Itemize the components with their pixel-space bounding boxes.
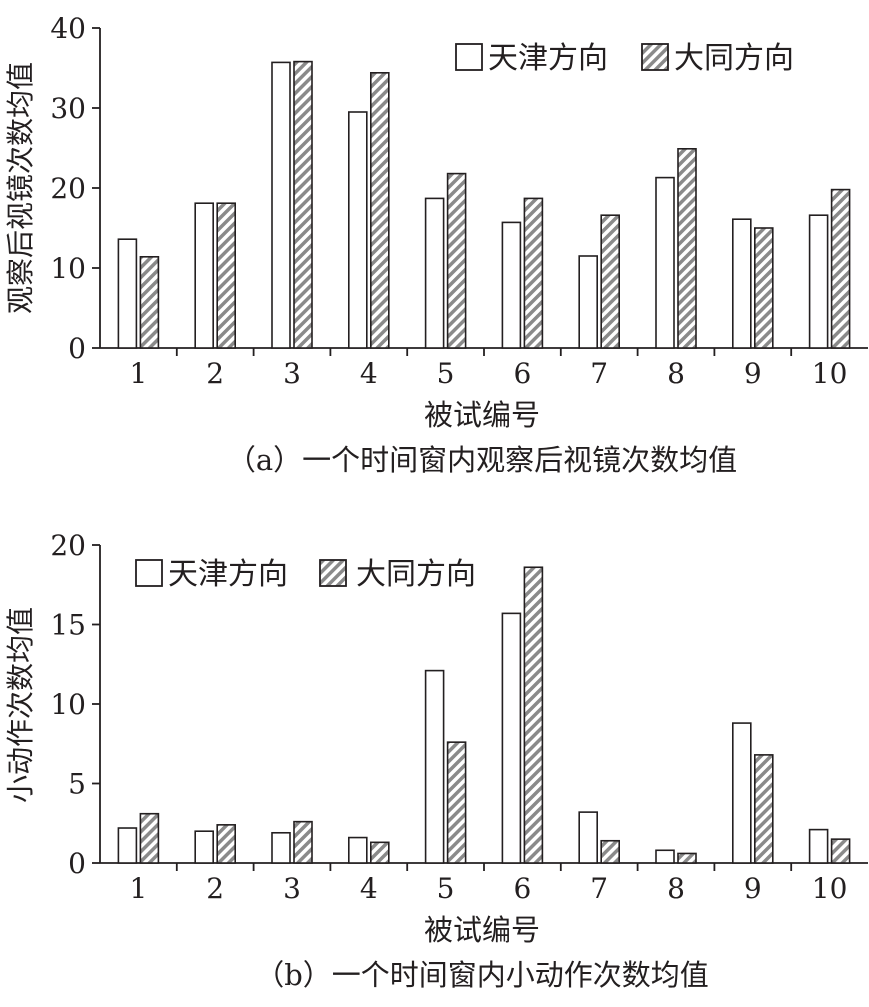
chart-b-bar-tianjin-3 <box>271 831 291 864</box>
chart-b-bar-datong-2 <box>216 824 236 864</box>
chart-a: 0 10 20 30 40 1 2 3 4 5 6 7 8 9 10 天津方向 大同方向 观察后视镜次数均值… <box>4 12 868 477</box>
chart-b-x-tick-label: 10 <box>812 872 848 905</box>
chart-a-y-tick-label: 30 <box>50 92 86 125</box>
chart-b-ylabel: 小动作次数均值 <box>4 607 37 803</box>
chart-b-bar-datong-3 <box>293 820 313 864</box>
chart-b-x-tick-label: 3 <box>283 872 301 905</box>
chart-a-grid-layer: 0 10 20 30 40 1 2 3 4 5 6 7 8 9 10 <box>50 12 868 390</box>
chart-a-bar-datong-8 <box>677 148 697 349</box>
legend-b-swatch-tianjin <box>135 559 163 587</box>
chart-b-bar-tianjin-9 <box>731 722 752 864</box>
chart-b-bar-tianjin-1 <box>117 827 138 864</box>
chart-b-bar-tianjin-7 <box>578 811 599 864</box>
chart-a-ylabel: 观察后视镜次数均值 <box>4 62 37 314</box>
chart-b-bar-datong-1 <box>139 812 160 864</box>
legend-b-swatch-datong <box>319 559 347 587</box>
chart-a-bar-datong-2 <box>216 202 236 349</box>
chart-a-caption: （a）一个时间窗内观察后视镜次数均值 <box>227 443 737 477</box>
chart-b-x-tick-label: 9 <box>744 872 762 905</box>
chart-b-y-tick-label: 15 <box>50 609 86 642</box>
chart-b-bar-tianjin-6 <box>501 612 522 864</box>
chart-a-y-tick-label: 20 <box>50 172 86 205</box>
chart-a-x-tick-label: 7 <box>590 357 608 390</box>
chart-a-bar-tianjin-7 <box>578 255 599 349</box>
chart-b-xlabel: 被试编号 <box>424 913 540 947</box>
chart-a-bar-tianjin-2 <box>194 202 214 349</box>
chart-b-bar-tianjin-10 <box>808 828 829 864</box>
chart-b-caption: （b）一个时间窗内小动作次数均值 <box>255 958 709 992</box>
chart-b-y-tick-label: 20 <box>50 529 86 562</box>
legend-a-swatch-tianjin <box>455 43 483 71</box>
chart-a-bar-tianjin-5 <box>424 197 445 349</box>
chart-a-x-tick-label: 4 <box>360 357 378 390</box>
legend-a-swatch-datong <box>641 43 669 71</box>
chart-b-bars <box>117 566 851 864</box>
chart-b-x-tick-label: 5 <box>437 872 455 905</box>
chart-b-legend: 天津方向 大同方向 <box>135 557 476 592</box>
chart-a-bar-tianjin-10 <box>808 214 829 349</box>
chart-a-x-tick-label: 9 <box>744 357 762 390</box>
chart-b-bar-datong-7 <box>600 839 621 864</box>
chart-b-bar-datong-6 <box>523 566 544 864</box>
chart-a-x-tick-label: 1 <box>129 357 147 390</box>
chart-b-y-tick-label: 0 <box>68 847 86 880</box>
chart-a-bar-datong-1 <box>139 255 160 349</box>
chart-a-bar-tianjin-4 <box>347 111 368 349</box>
chart-b-x-tick-label: 8 <box>667 872 685 905</box>
chart-a-bar-tianjin-8 <box>655 176 675 349</box>
chart-b-y-tick-label: 10 <box>50 688 86 721</box>
chart-b: 0 5 10 15 20 1 2 3 4 5 6 7 8 9 10 天津方向 大同方向 小动作次数均值 被试… <box>4 529 868 992</box>
chart-a-bar-datong-7 <box>600 214 621 349</box>
chart-a-bar-datong-6 <box>523 197 544 349</box>
chart-a-bar-tianjin-3 <box>271 61 291 349</box>
chart-a-x-tick-label: 10 <box>812 357 848 390</box>
chart-a-bar-datong-9 <box>753 227 774 349</box>
legend-b-label-datong: 大同方向 <box>356 557 476 592</box>
chart-b-bar-datong-8 <box>677 852 697 864</box>
chart-b-bar-datong-10 <box>830 838 851 864</box>
chart-a-bar-datong-4 <box>369 72 390 349</box>
chart-a-bar-datong-5 <box>446 172 467 349</box>
chart-b-bar-tianjin-4 <box>347 836 368 864</box>
chart-a-x-tick-label: 6 <box>513 357 531 390</box>
chart-a-bar-tianjin-6 <box>501 221 522 349</box>
chart-b-x-tick-label: 2 <box>206 872 224 905</box>
chart-a-y-tick-label: 0 <box>68 332 86 365</box>
chart-b-bar-datong-9 <box>753 754 774 864</box>
chart-b-y-tick-label: 5 <box>68 768 86 801</box>
chart-a-legend: 天津方向 大同方向 <box>455 41 794 76</box>
legend-a-label-datong: 大同方向 <box>674 41 794 76</box>
chart-a-bar-tianjin-1 <box>117 238 138 349</box>
chart-b-bar-datong-5 <box>446 741 467 864</box>
legend-a-label-tianjin: 天津方向 <box>488 41 608 76</box>
chart-a-x-tick-label: 5 <box>437 357 455 390</box>
chart-b-bar-tianjin-8 <box>655 849 675 864</box>
chart-a-bar-datong-3 <box>293 60 313 349</box>
chart-a-bar-datong-10 <box>830 188 851 349</box>
chart-b-x-tick-label: 4 <box>360 872 378 905</box>
chart-a-y-tick-label: 10 <box>50 252 86 285</box>
chart-a-x-tick-label: 8 <box>667 357 685 390</box>
chart-a-y-tick-label: 40 <box>50 12 86 45</box>
chart-b-x-tick-label: 7 <box>590 872 608 905</box>
chart-b-bar-tianjin-5 <box>424 669 445 864</box>
chart-b-x-tick-label: 1 <box>129 872 147 905</box>
chart-b-x-tick-label: 6 <box>513 872 531 905</box>
chart-a-x-tick-label: 3 <box>283 357 301 390</box>
chart-a-bar-tianjin-9 <box>731 218 752 349</box>
chart-b-bar-tianjin-2 <box>194 830 214 864</box>
chart-a-bars <box>117 60 851 349</box>
chart-a-x-tick-label: 2 <box>206 357 224 390</box>
chart-a-xlabel: 被试编号 <box>424 398 540 432</box>
legend-b-label-tianjin: 天津方向 <box>168 557 288 592</box>
chart-b-bar-datong-4 <box>369 841 390 864</box>
